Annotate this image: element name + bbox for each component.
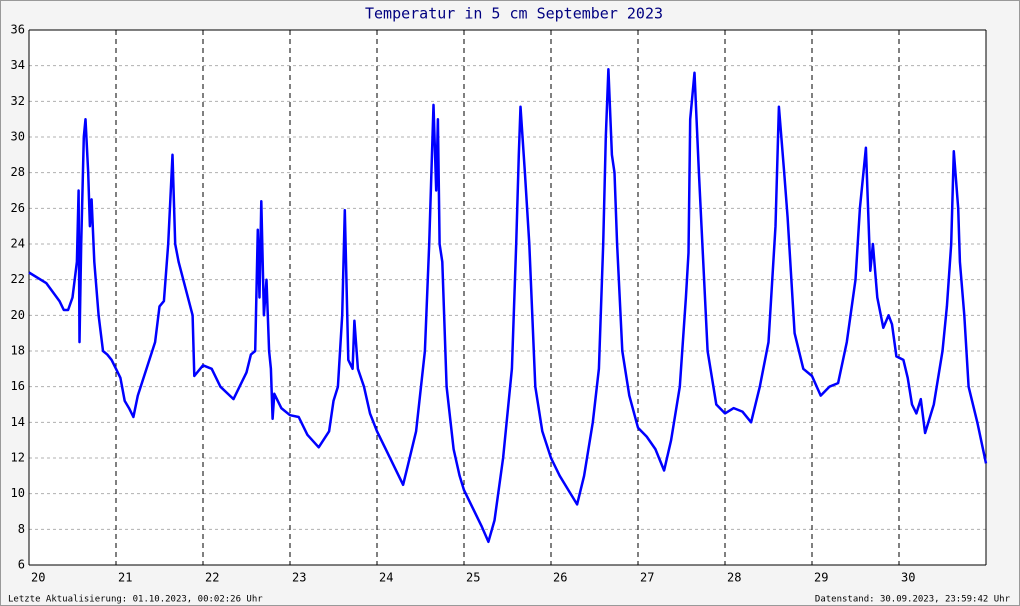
y-tick-label: 12 [11, 451, 25, 465]
temperature-line [28, 67, 988, 544]
x-tick-label: 28 [727, 571, 741, 585]
footer-right: Datenstand: 30.09.2023, 23:59:42 Uhr [815, 595, 1011, 605]
plot-area [29, 30, 986, 565]
x-tick-label: 24 [379, 571, 393, 585]
y-tick-label: 20 [11, 308, 25, 322]
x-tick-label: 30 [901, 571, 915, 585]
chart-title: Temperatur in 5 cm September 2023 [365, 5, 663, 23]
x-tick-label: 22 [205, 571, 219, 585]
x-tick-label: 25 [466, 571, 480, 585]
y-tick-label: 34 [11, 58, 25, 72]
x-tick-label: 29 [814, 571, 828, 585]
x-tick-label: 26 [553, 571, 567, 585]
x-tick-label: 27 [640, 571, 654, 585]
y-tick-label: 36 [11, 23, 25, 37]
y-tick-label: 8 [18, 522, 25, 536]
y-tick-label: 26 [11, 201, 25, 215]
x-tick-label: 21 [118, 571, 132, 585]
x-tick-label: 23 [292, 571, 306, 585]
y-tick-label: 24 [11, 237, 25, 251]
footer-left: Letzte Aktualisierung: 01.10.2023, 00:02… [8, 595, 263, 605]
y-tick-label: 14 [11, 415, 25, 429]
x-tick-label: 20 [31, 571, 45, 585]
y-tick-label: 22 [11, 272, 25, 286]
y-tick-label: 10 [11, 486, 25, 500]
y-tick-label: 16 [11, 379, 25, 393]
y-tick-label: 28 [11, 165, 25, 179]
y-tick-label: 30 [11, 130, 25, 144]
y-tick-label: 6 [18, 558, 25, 572]
y-tick-label: 32 [11, 94, 25, 108]
y-tick-label: 18 [11, 344, 25, 358]
